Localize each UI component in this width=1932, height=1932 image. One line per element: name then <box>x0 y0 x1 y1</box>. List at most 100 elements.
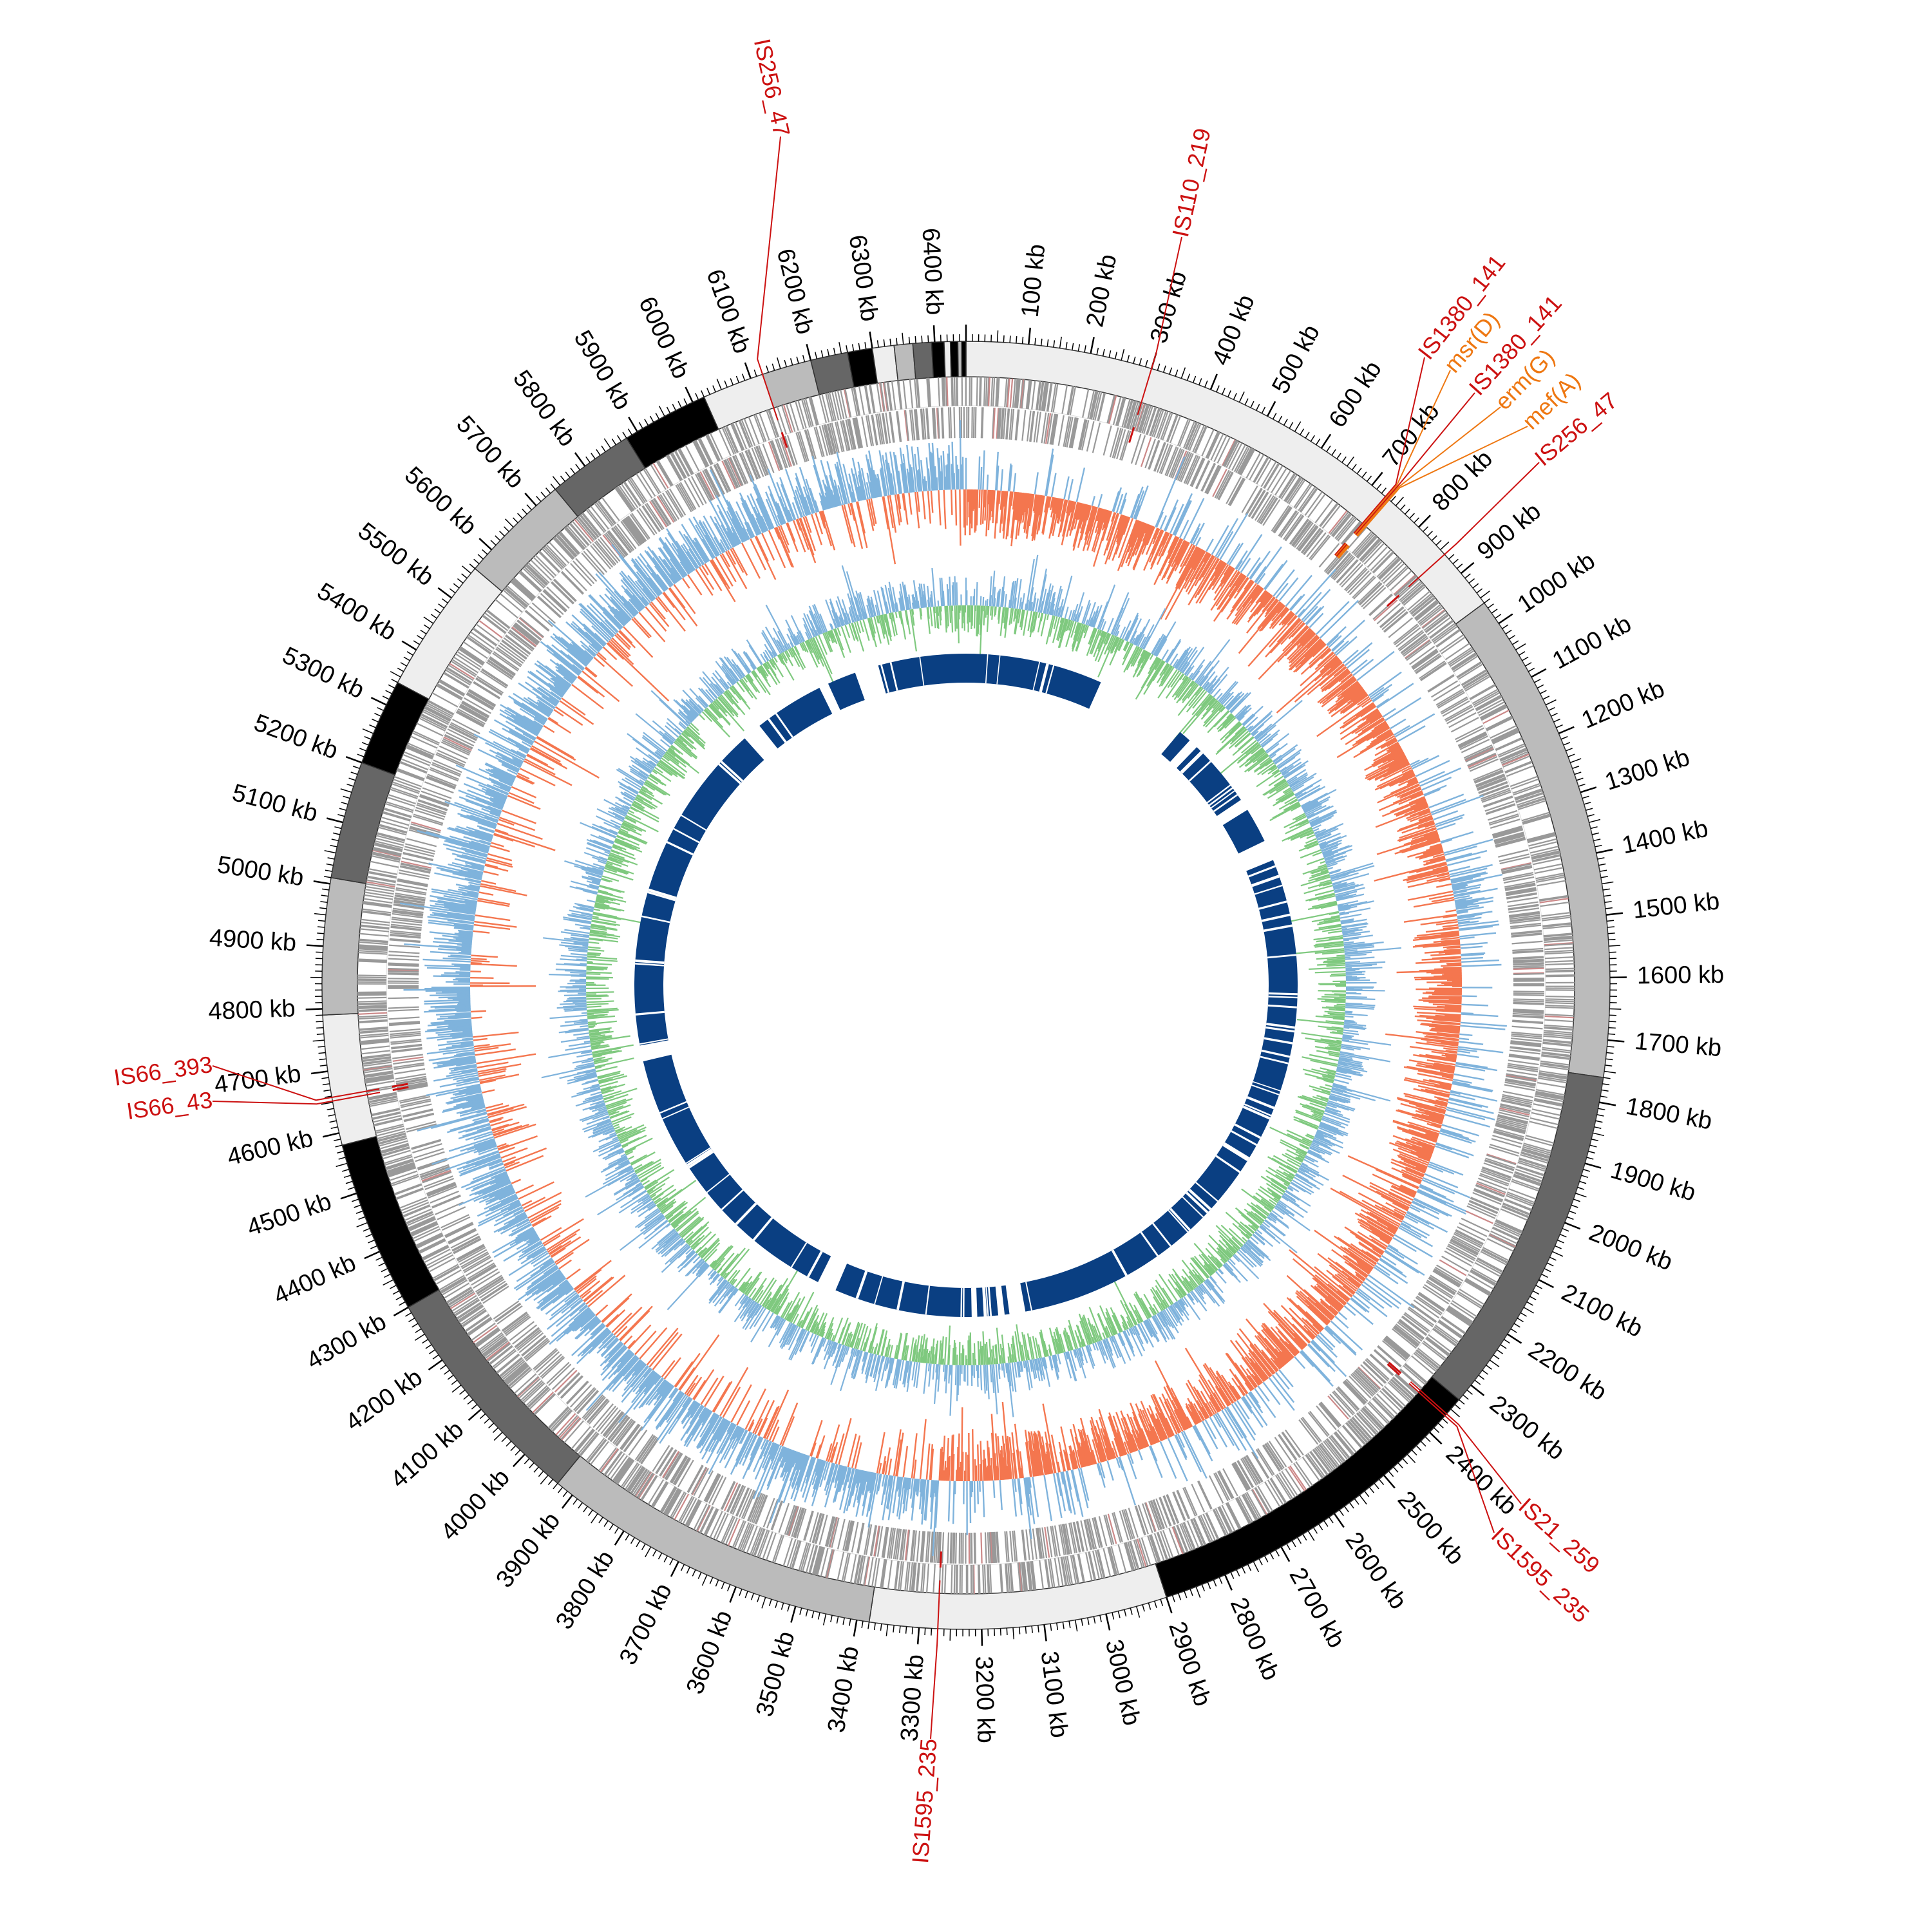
minor-tick <box>1542 696 1550 700</box>
gene-mark <box>1376 556 1399 578</box>
minor-tick <box>1598 863 1606 866</box>
gene-mark <box>1140 437 1152 468</box>
gene-mark <box>358 948 388 952</box>
minor-tick <box>858 343 860 350</box>
minor-tick <box>1175 369 1179 377</box>
gene-mark <box>1003 408 1007 440</box>
gene-mark <box>574 1388 597 1412</box>
gene-mark <box>416 804 446 815</box>
gene-mark <box>1204 464 1220 493</box>
gc-skew-bar <box>1226 543 1241 565</box>
minor-tick <box>1472 583 1479 589</box>
gene-mark <box>1307 1453 1326 1477</box>
gene-mark <box>1052 383 1059 413</box>
gene-mark <box>616 1460 635 1485</box>
gene-mark <box>1363 542 1385 565</box>
gene-mark <box>491 1349 516 1368</box>
gene-mark <box>1010 1563 1014 1593</box>
gene-mark <box>782 1538 793 1566</box>
gene-mark <box>598 1447 618 1472</box>
gene-mark <box>1407 1307 1434 1328</box>
gene-mark <box>980 407 983 439</box>
gene-mark <box>1274 1475 1292 1501</box>
gene-mark <box>1494 1222 1522 1236</box>
gene-mark <box>1251 1489 1267 1515</box>
gene-mark <box>1372 551 1394 574</box>
gene-mark <box>374 840 403 849</box>
gene-mark <box>1036 1528 1041 1559</box>
minor-tick <box>1450 1408 1460 1417</box>
gene-mark <box>920 1563 924 1593</box>
gene-mark <box>888 1528 895 1559</box>
gene-mark <box>1357 581 1381 604</box>
gene-mark <box>390 1030 421 1036</box>
gene-mark <box>420 1166 450 1179</box>
minor-tick <box>390 670 401 677</box>
gene-mark <box>1121 1510 1132 1540</box>
gene-mark <box>1172 1492 1186 1521</box>
minor-tick <box>1256 404 1260 411</box>
gene-mark <box>1524 1137 1553 1147</box>
gene-mark <box>1185 422 1198 450</box>
gc-skew-bar <box>978 456 981 490</box>
gene-mark <box>1300 488 1318 513</box>
gene-mark <box>1054 1525 1061 1557</box>
major-tick <box>327 817 343 824</box>
gene-mark <box>1377 1345 1402 1367</box>
gene-mark <box>1525 1135 1555 1144</box>
gene-mark <box>1418 1293 1445 1311</box>
gene-mark <box>439 679 465 696</box>
gene-mark <box>390 934 421 939</box>
gene-mark <box>727 1484 741 1513</box>
gene-mark <box>1541 1051 1571 1057</box>
gene-mark <box>1507 901 1539 907</box>
gene-mark <box>1478 1177 1508 1190</box>
gene-mark <box>401 1202 429 1215</box>
gene-mark <box>951 377 954 406</box>
gene-mark <box>666 1490 682 1516</box>
minor-tick <box>1339 1510 1344 1517</box>
minor-tick <box>1503 1339 1510 1344</box>
gene-mark <box>1027 380 1032 410</box>
gene-mark <box>417 1157 447 1170</box>
gene-mark <box>1446 1247 1474 1264</box>
gene-mark <box>772 1535 783 1563</box>
gene-mark <box>364 891 393 898</box>
gene-mark <box>1148 1535 1160 1563</box>
gene-mark <box>360 1041 390 1045</box>
minor-tick <box>1310 435 1315 442</box>
gene-mark <box>1354 1370 1378 1394</box>
gene-mark <box>1512 1012 1544 1016</box>
tick-label-5600: 5600 kb <box>399 462 482 540</box>
gene-mark <box>935 1531 938 1563</box>
gene-mark <box>1142 406 1153 434</box>
gene-mark <box>1504 883 1536 891</box>
gene-mark <box>815 1546 824 1575</box>
gene-mark <box>1298 486 1316 511</box>
gene-mark <box>390 930 421 934</box>
gene-mark <box>1481 706 1508 721</box>
gene-mark <box>401 857 433 866</box>
gene-mark <box>1367 1402 1389 1425</box>
gene-mark <box>672 1457 690 1485</box>
gene-mark <box>1512 947 1544 952</box>
gene-mark <box>1193 1517 1207 1546</box>
minor-tick <box>370 1245 377 1249</box>
gene-mark <box>1481 1168 1511 1181</box>
gene-mark <box>357 959 387 962</box>
minor-tick <box>796 356 799 364</box>
gene-mark <box>732 1520 745 1548</box>
gene-mark <box>372 848 402 856</box>
gene-mark <box>431 1195 461 1209</box>
minor-tick <box>420 629 427 634</box>
gene-mark <box>496 647 522 667</box>
gene-mark <box>1497 1117 1528 1126</box>
gc-skew-bar <box>982 1459 985 1481</box>
gene-mark <box>1025 1529 1030 1560</box>
major-tick <box>401 640 417 651</box>
minor-tick <box>425 1344 432 1349</box>
gene-mark <box>915 1562 920 1592</box>
gene-mark <box>1344 1379 1367 1403</box>
gene-mark <box>1125 1542 1135 1571</box>
gene-mark <box>402 1204 430 1217</box>
